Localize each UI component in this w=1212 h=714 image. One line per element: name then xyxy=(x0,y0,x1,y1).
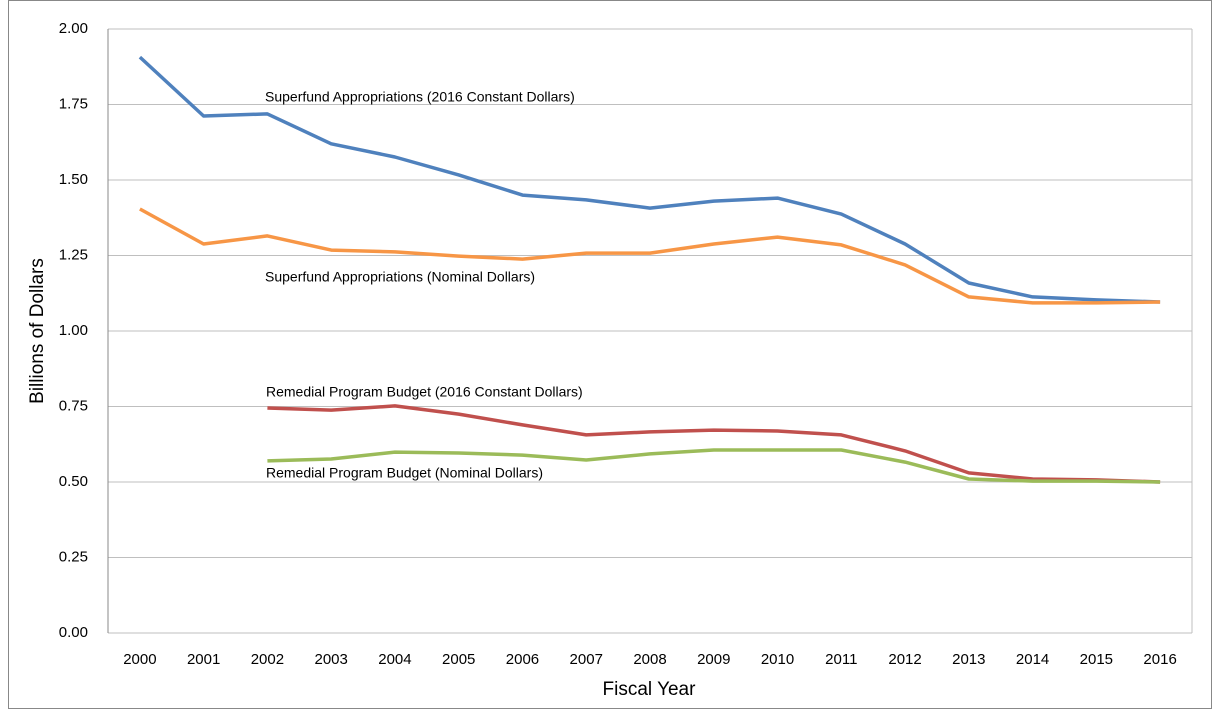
series-line xyxy=(139,207,1161,305)
x-tick-label: 2014 xyxy=(1016,651,1049,668)
x-tick-label: 2005 xyxy=(442,651,475,668)
x-tick-label: 2008 xyxy=(633,651,666,668)
y-tick-label: 0.00 xyxy=(59,624,88,641)
x-tick-label: 2013 xyxy=(952,651,985,668)
series-line xyxy=(267,448,1161,484)
x-tick-label: 2003 xyxy=(314,651,347,668)
y-tick-label: 1.50 xyxy=(59,171,88,188)
x-tick-label: 2010 xyxy=(761,651,794,668)
series-label: Superfund Appropriations (Nominal Dollar… xyxy=(265,269,535,285)
x-tick-label: 2006 xyxy=(506,651,539,668)
x-tick-label: 2007 xyxy=(570,651,603,668)
series-label: Remedial Program Budget (2016 Constant D… xyxy=(266,384,583,400)
y-tick-label: 1.75 xyxy=(59,95,88,112)
x-tick-label: 2002 xyxy=(251,651,284,668)
chart-border xyxy=(8,0,1212,709)
x-tick-label: 2001 xyxy=(187,651,220,668)
y-tick-label: 0.50 xyxy=(59,473,88,490)
x-tick-label: 2000 xyxy=(123,651,156,668)
series-line xyxy=(267,404,1161,484)
x-axis-label: Fiscal Year xyxy=(603,679,697,700)
x-tick-label: 2015 xyxy=(1080,651,1113,668)
y-tick-label: 1.00 xyxy=(59,322,88,339)
y-tick-label: 1.25 xyxy=(59,246,88,263)
x-tick-label: 2011 xyxy=(825,651,857,668)
y-axis-label: Billions of Dollars xyxy=(27,258,48,404)
series-line xyxy=(138,55,1161,304)
x-tick-label: 2004 xyxy=(378,651,411,668)
series-label: Remedial Program Budget (Nominal Dollars… xyxy=(266,465,543,481)
y-tick-label: 0.25 xyxy=(59,548,88,565)
x-tick-label: 2012 xyxy=(888,651,921,668)
y-tick-label: 0.75 xyxy=(59,397,88,414)
x-tick-label: 2016 xyxy=(1143,651,1176,668)
series-label: Superfund Appropriations (2016 Constant … xyxy=(265,89,575,105)
y-tick-label: 2.00 xyxy=(59,20,88,37)
x-tick-label: 2009 xyxy=(697,651,730,668)
